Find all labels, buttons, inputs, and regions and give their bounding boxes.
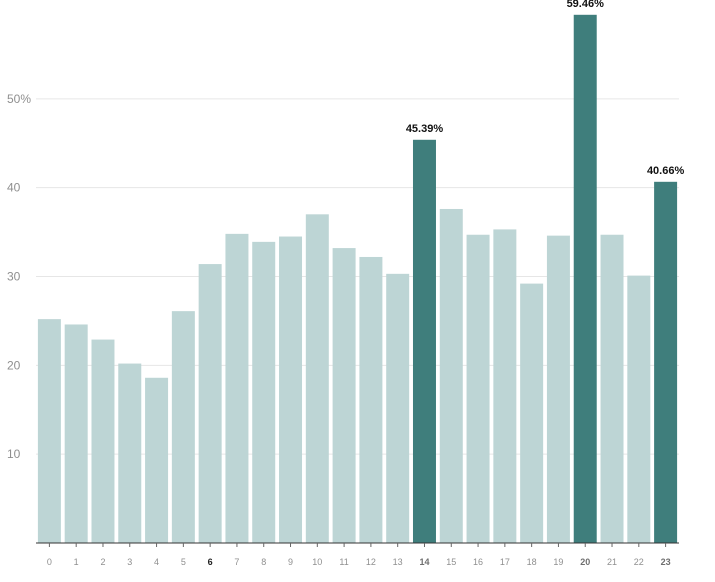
bar-value-label-20: 59.46% (567, 0, 605, 10)
bar-12 (359, 256, 383, 543)
x-tick-label-2: 2 (100, 557, 105, 567)
bar-23 (654, 181, 678, 544)
bar-14 (412, 139, 436, 543)
bar-16 (466, 234, 490, 543)
x-tick-label-0: 0 (47, 557, 52, 567)
y-axis-ticks: 10 20 30 40 50% (7, 92, 31, 461)
bar-10 (305, 214, 329, 544)
bar-value-label-23: 40.66% (647, 165, 685, 177)
x-tick-label-1: 1 (74, 557, 79, 567)
x-tick-label-14: 14 (419, 557, 429, 567)
bar-21 (600, 234, 624, 543)
y-tick-label: 40 (7, 181, 21, 195)
x-tick-label-20: 20 (580, 557, 590, 567)
x-tick-label-23: 23 (661, 557, 671, 567)
bar-19 (546, 235, 570, 544)
x-tick-label-4: 4 (154, 557, 159, 567)
bar-value-label-14: 45.39% (406, 123, 444, 135)
bar-9 (279, 236, 303, 543)
bar-17 (493, 229, 517, 543)
bar-1 (64, 324, 88, 543)
bar-0 (37, 319, 61, 543)
x-tick-label-7: 7 (234, 557, 239, 567)
x-tick-label-10: 10 (312, 557, 322, 567)
bar-20 (573, 14, 597, 544)
bar-4 (145, 377, 169, 543)
x-tick-label-21: 21 (607, 557, 617, 567)
x-tick-label-18: 18 (527, 557, 537, 567)
bars (37, 14, 678, 544)
x-tick-label-19: 19 (553, 557, 563, 567)
x-tick-label-17: 17 (500, 557, 510, 567)
y-tick-label: 30 (7, 270, 21, 284)
bar-3 (118, 363, 142, 543)
bar-8 (252, 241, 276, 544)
x-tick-label-22: 22 (634, 557, 644, 567)
bar-7 (225, 233, 249, 544)
x-tick-label-6: 6 (208, 557, 213, 567)
x-tick-label-13: 13 (393, 557, 403, 567)
bar-6 (198, 264, 222, 543)
bar-5 (171, 311, 195, 543)
bar-22 (627, 275, 651, 543)
x-axis: 0 1 2 3 4 5 6 7 8 9 10 11 12 13 14 15 16 17 18 19 20 21 22 23 (36, 542, 679, 567)
bar-2 (91, 339, 115, 543)
bar-13 (386, 273, 410, 543)
x-tick-label-9: 9 (288, 557, 293, 567)
bar-11 (332, 248, 356, 543)
x-tick-label-5: 5 (181, 557, 186, 567)
bar-15 (439, 208, 463, 543)
data-labels: 45.39% 59.46% 40.66% (406, 0, 685, 177)
x-tick-label-3: 3 (127, 557, 132, 567)
x-tick-label-16: 16 (473, 557, 483, 567)
x-tick-label-15: 15 (446, 557, 456, 567)
y-tick-label: 10 (7, 447, 21, 461)
bar-18 (520, 283, 544, 543)
grid-layer (36, 98, 679, 455)
x-tick-label-12: 12 (366, 557, 376, 567)
y-tick-label: 20 (7, 358, 21, 372)
x-tick-label-11: 11 (339, 557, 348, 567)
x-tick-label-8: 8 (261, 557, 266, 567)
y-tick-label: 50% (7, 92, 31, 106)
